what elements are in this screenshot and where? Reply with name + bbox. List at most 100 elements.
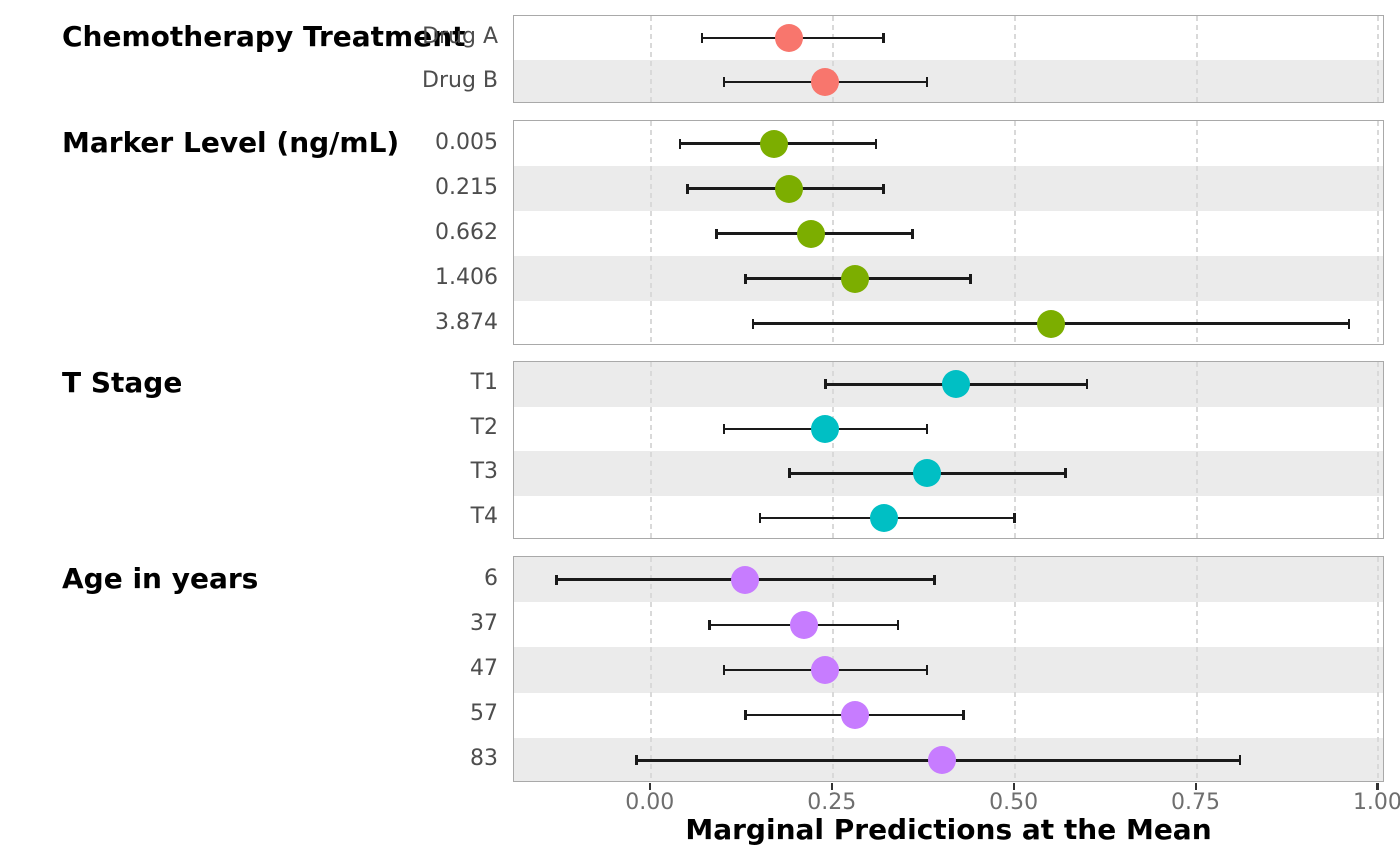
- point-83: [927, 746, 956, 775]
- gridline-0.50: [1013, 557, 1016, 781]
- errorbar-cap-high-drug-a: [882, 33, 885, 43]
- gridline-0.50: [1013, 121, 1016, 344]
- row-stripe-0.662: [514, 211, 1383, 256]
- errorbar-cap-high-57: [962, 710, 965, 721]
- errorbar-cap-low-37: [708, 619, 711, 630]
- gridline-0.25: [831, 16, 834, 102]
- errorbar-cap-low-47: [722, 665, 726, 675]
- errorbar-cap-low-t4: [758, 512, 762, 523]
- gridline-0.50: [1013, 16, 1016, 102]
- gridline-1.00: [1377, 121, 1380, 344]
- errorbar-cap-high-t1: [1085, 379, 1089, 390]
- gridline-0.75: [1195, 557, 1198, 781]
- errorbar-cap-high-6: [933, 574, 936, 585]
- point-6: [731, 565, 760, 594]
- row-label-drug-a: Drug A: [422, 24, 498, 49]
- errorbar-cap-high-drug-b: [925, 77, 929, 87]
- errorbar-cap-low-0.662: [715, 228, 718, 239]
- row-label-0.215: 0.215: [435, 174, 498, 200]
- errorbar-cap-high-t2: [925, 423, 929, 434]
- point-37: [789, 610, 818, 639]
- gridline-1.00: [1377, 557, 1380, 781]
- x-tick-label-0.75: 0.75: [1171, 790, 1221, 815]
- point-t1: [942, 370, 971, 399]
- gridline-0.00: [649, 557, 652, 781]
- gridline-0.00: [649, 16, 652, 102]
- row-label-t1: T1: [470, 370, 498, 396]
- x-tick-1.00: [1376, 783, 1379, 790]
- gridline-0.00: [649, 362, 652, 538]
- row-stripe-0.005: [514, 121, 1383, 166]
- row-label-57: 57: [470, 701, 498, 727]
- x-tick-0.75: [1194, 783, 1198, 790]
- row-label-0.005: 0.005: [435, 129, 498, 155]
- errorbar-cap-high-3.874: [1347, 318, 1351, 329]
- errorbar-cap-low-6: [555, 574, 558, 585]
- gridline-0.00: [649, 121, 652, 344]
- errorbar-cap-low-t1: [824, 379, 827, 390]
- row-stripe-drug-a: [514, 16, 1383, 60]
- group-title-marker-level-ng-ml: Marker Level (ng/mL): [62, 125, 400, 159]
- group-title-age-in-years: Age in years: [62, 561, 259, 595]
- panel-age-in-years: [513, 556, 1384, 782]
- errorbar-cap-high-0.005: [874, 138, 878, 149]
- gridline-0.25: [831, 362, 834, 538]
- errorbar-cap-high-83: [1238, 755, 1242, 766]
- errorbar-cap-low-57: [744, 710, 747, 721]
- errorbar-cap-high-t4: [1013, 512, 1016, 523]
- point-0.215: [775, 174, 804, 203]
- point-0.662: [796, 219, 825, 248]
- row-stripe-37: [514, 602, 1383, 648]
- errorbar-cap-high-37: [896, 619, 900, 630]
- errorbar-cap-high-0.215: [882, 183, 885, 194]
- errorbar-cap-low-t2: [722, 423, 726, 434]
- row-stripe-0.215: [514, 166, 1383, 211]
- point-47: [811, 656, 840, 684]
- point-drug-a: [775, 24, 804, 52]
- errorbar-cap-high-1.406: [969, 273, 972, 284]
- row-stripe-47: [514, 647, 1383, 693]
- group-title-t-stage: T Stage: [62, 366, 183, 400]
- errorbar-cap-low-0.215: [686, 183, 689, 194]
- errorbar-cap-high-47: [925, 665, 929, 675]
- errorbar-cap-low-3.874: [751, 318, 755, 329]
- point-t3: [913, 459, 942, 488]
- row-label-0.662: 0.662: [435, 219, 498, 245]
- errorbar-cap-low-drug-b: [722, 77, 726, 87]
- errorbar-cap-high-0.662: [911, 228, 914, 239]
- row-label-47: 47: [470, 656, 498, 681]
- row-label-drug-b: Drug B: [422, 68, 498, 93]
- x-tick-0.00: [648, 783, 652, 790]
- errorbar-cap-low-0.005: [678, 138, 682, 149]
- gridline-1.00: [1377, 16, 1380, 102]
- point-3.874: [1037, 309, 1065, 338]
- x-tick-label-0.50: 0.50: [989, 790, 1039, 815]
- panel-t-stage: [513, 361, 1384, 539]
- errorbar-cap-low-1.406: [744, 273, 747, 284]
- panel-marker-level-ng-ml: [513, 120, 1384, 345]
- x-tick-label-1.00: 1.00: [1352, 790, 1400, 815]
- row-label-3.874: 3.874: [435, 309, 498, 335]
- row-label-t3: T3: [470, 459, 498, 485]
- row-label-t4: T4: [470, 503, 498, 529]
- point-t2: [811, 414, 840, 443]
- x-tick-0.50: [1012, 783, 1016, 790]
- group-title-chemotherapy-treatment: Chemotherapy Treatment: [62, 20, 466, 53]
- point-1.406: [840, 264, 869, 293]
- x-tick-0.25: [830, 783, 834, 790]
- gridline-0.50: [1013, 362, 1016, 538]
- x-tick-label-0.25: 0.25: [807, 790, 857, 815]
- panel-chemotherapy-treatment: [513, 15, 1384, 103]
- row-label-6: 6: [484, 565, 498, 591]
- gridline-0.75: [1195, 16, 1198, 102]
- point-t4: [869, 503, 898, 532]
- errorbar-cap-high-t3: [1064, 468, 1067, 479]
- gridline-1.00: [1377, 362, 1380, 538]
- row-stripe-t2: [514, 406, 1383, 451]
- row-label-83: 83: [470, 746, 498, 772]
- point-57: [840, 701, 869, 730]
- row-label-1.406: 1.406: [435, 264, 498, 290]
- errorbar-cap-low-drug-a: [700, 33, 704, 43]
- row-stripe-drug-b: [514, 60, 1383, 102]
